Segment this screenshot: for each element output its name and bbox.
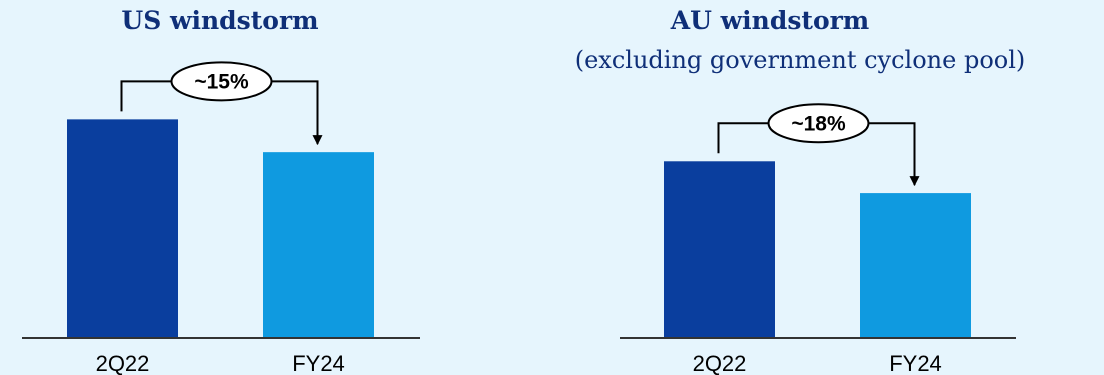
bar-fy24 — [263, 152, 374, 338]
annotation-ellipse — [170, 61, 273, 102]
annotation-label: ~15% — [194, 70, 249, 93]
chart-subtitle-au: (excluding government cyclone pool) — [574, 46, 1026, 74]
bar-2q22 — [67, 119, 178, 339]
annotation-ellipse — [767, 103, 870, 144]
chart-title-au: AU windstorm — [670, 6, 870, 35]
x-tick-label: FY24 — [889, 351, 942, 375]
x-tick-label: 2Q22 — [96, 351, 150, 375]
bar-fy24 — [860, 193, 971, 338]
annotation-label: ~18% — [791, 112, 846, 135]
x-tick-label: FY24 — [292, 351, 345, 375]
x-tick-label: 2Q22 — [693, 351, 747, 375]
bar-2q22 — [664, 161, 775, 338]
chart-title-us: US windstorm — [121, 6, 319, 35]
